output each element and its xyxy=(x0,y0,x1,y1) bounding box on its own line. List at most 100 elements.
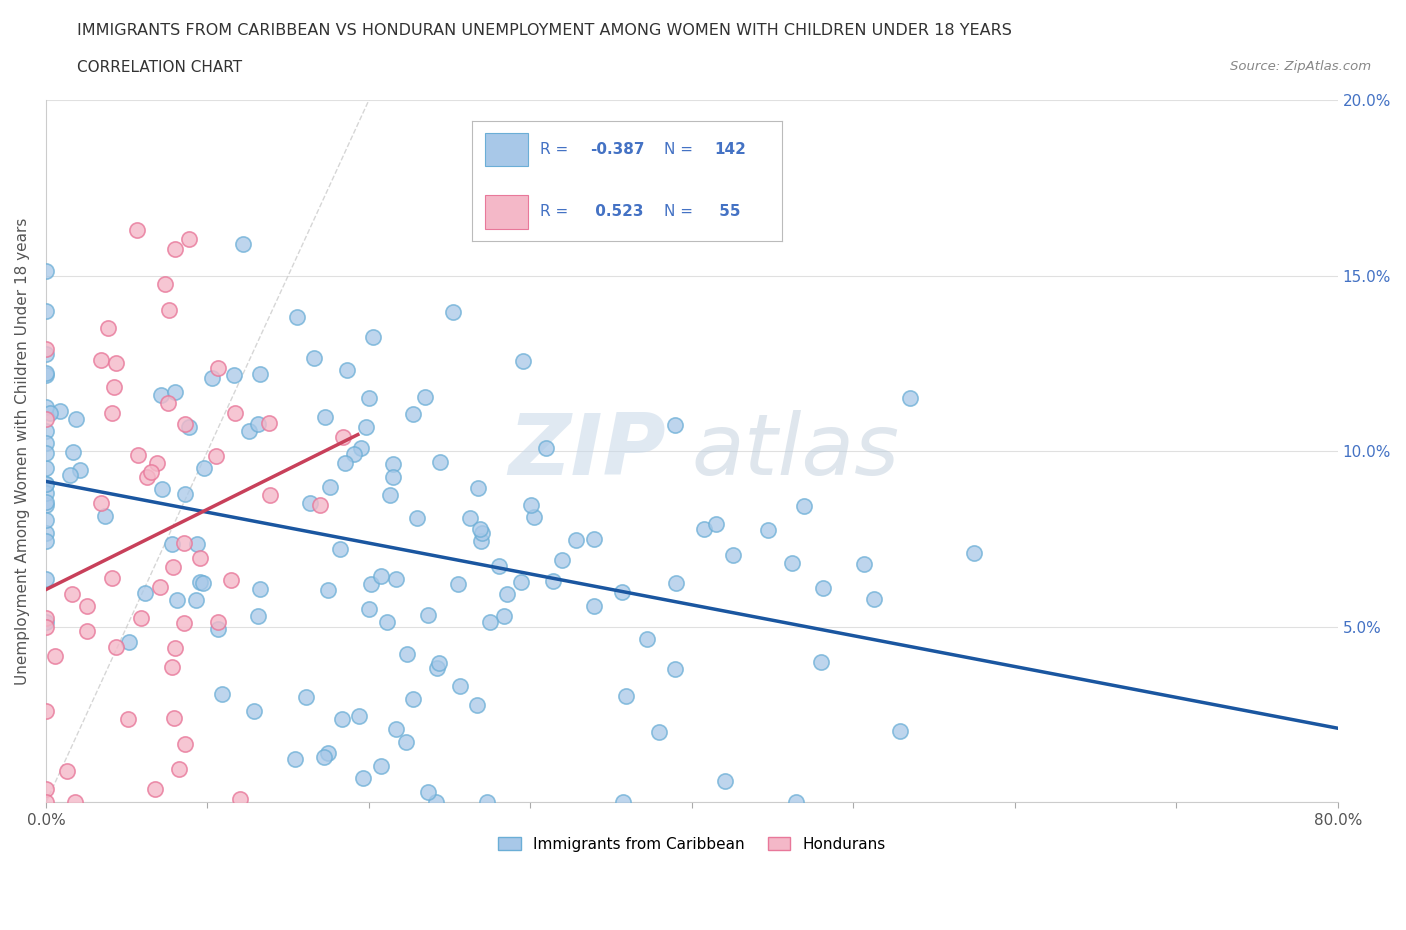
Point xyxy=(350,440,373,455)
Point xyxy=(35,424,58,439)
Point xyxy=(312,750,335,764)
Point xyxy=(377,614,399,629)
Point xyxy=(55,764,77,778)
Point xyxy=(35,620,58,635)
Point xyxy=(224,405,246,420)
Point xyxy=(35,614,58,629)
Point xyxy=(316,746,339,761)
Point xyxy=(207,622,229,637)
Point xyxy=(612,585,634,600)
Point xyxy=(853,557,876,572)
Point xyxy=(429,455,451,470)
Point xyxy=(330,711,353,726)
Point xyxy=(139,464,162,479)
Point xyxy=(157,302,180,317)
Point xyxy=(101,570,124,585)
Point xyxy=(35,495,58,510)
Point xyxy=(616,688,638,703)
Point xyxy=(35,572,58,587)
Point xyxy=(402,406,425,421)
Point xyxy=(76,598,98,613)
Point xyxy=(465,698,488,712)
Point xyxy=(246,608,269,623)
Point xyxy=(35,365,58,380)
Point xyxy=(173,536,195,551)
Point xyxy=(166,592,188,607)
Point xyxy=(378,488,401,503)
Point xyxy=(76,624,98,639)
Point xyxy=(714,774,737,789)
Point xyxy=(429,656,451,671)
Point xyxy=(382,457,405,472)
Point xyxy=(165,385,187,400)
Point xyxy=(612,795,634,810)
Text: Source: ZipAtlas.com: Source: ZipAtlas.com xyxy=(1230,60,1371,73)
Point xyxy=(200,370,222,385)
Point xyxy=(314,409,336,424)
Point xyxy=(35,703,58,718)
Point xyxy=(211,686,233,701)
Point xyxy=(222,367,245,382)
Point xyxy=(155,276,177,291)
Point xyxy=(418,784,440,799)
Point xyxy=(294,690,316,705)
Point xyxy=(35,435,58,450)
Point xyxy=(470,534,492,549)
Point xyxy=(162,559,184,574)
Point xyxy=(551,552,574,567)
Point xyxy=(329,541,352,556)
Point xyxy=(396,647,419,662)
Point xyxy=(186,537,208,551)
Point xyxy=(59,467,82,482)
Point xyxy=(35,782,58,797)
Point xyxy=(207,614,229,629)
Point xyxy=(247,417,270,432)
Point xyxy=(152,482,174,497)
Point xyxy=(426,661,449,676)
Point xyxy=(90,496,112,511)
Point xyxy=(468,522,491,537)
Point xyxy=(35,411,58,426)
Point xyxy=(35,367,58,382)
Point xyxy=(785,795,807,810)
Point xyxy=(582,598,605,613)
Point xyxy=(35,341,58,356)
Point xyxy=(173,616,195,631)
Point xyxy=(309,498,332,513)
Point xyxy=(184,593,207,608)
Point xyxy=(157,395,180,410)
Point xyxy=(332,430,354,445)
Point xyxy=(467,481,489,496)
Point xyxy=(648,724,671,739)
Point xyxy=(179,419,201,434)
Point xyxy=(193,461,215,476)
Point xyxy=(692,522,714,537)
Point xyxy=(418,607,440,622)
Point xyxy=(129,611,152,626)
Point xyxy=(38,405,60,420)
Point xyxy=(167,761,190,776)
Point xyxy=(165,641,187,656)
Point xyxy=(134,585,156,600)
Point xyxy=(193,576,215,591)
Point xyxy=(259,487,281,502)
Point xyxy=(565,533,588,548)
Text: IMMIGRANTS FROM CARIBBEAN VS HONDURAN UNEMPLOYMENT AMONG WOMEN WITH CHILDREN UND: IMMIGRANTS FROM CARIBBEAN VS HONDURAN UN… xyxy=(77,23,1012,38)
Point xyxy=(174,486,197,501)
Point xyxy=(35,400,58,415)
Point xyxy=(395,735,418,750)
Point xyxy=(664,418,686,432)
Point xyxy=(477,795,499,810)
Point xyxy=(541,574,564,589)
Point xyxy=(35,611,58,626)
Point xyxy=(494,609,516,624)
Point xyxy=(488,559,510,574)
Point xyxy=(125,222,148,237)
Point xyxy=(665,576,688,591)
Point xyxy=(35,263,58,278)
Point xyxy=(35,476,58,491)
Point xyxy=(863,591,886,606)
Text: ZIP: ZIP xyxy=(509,410,666,493)
Point xyxy=(318,583,340,598)
Point xyxy=(352,771,374,786)
